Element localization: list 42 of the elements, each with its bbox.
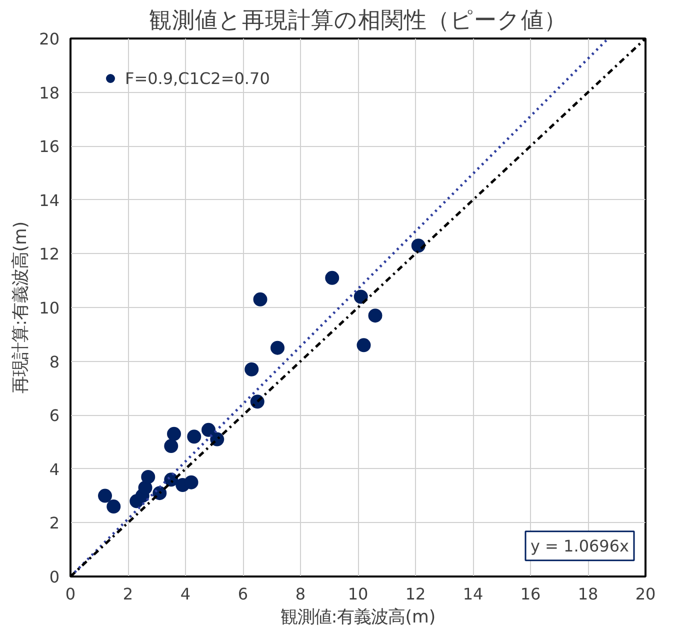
y-tick-label: 14 — [39, 190, 60, 210]
point — [106, 500, 121, 514]
point — [202, 422, 216, 437]
legend-label: F=0.9,C1C2=0.70 — [125, 68, 270, 88]
point — [98, 488, 112, 503]
point — [187, 430, 202, 444]
y-tick-label: 18 — [39, 83, 60, 102]
x-tick-label: 12 — [405, 584, 426, 604]
point — [354, 290, 368, 304]
y-tick-label: 12 — [39, 244, 60, 264]
y-tick-label: 20 — [39, 30, 60, 48]
y-tick-label: 2 — [49, 514, 60, 533]
y-tick-label: 8 — [49, 352, 60, 372]
point — [167, 426, 181, 441]
point — [368, 308, 382, 323]
x-tick-label: 16 — [520, 584, 541, 604]
point — [270, 340, 284, 355]
y-axis-title: 再現計算:有義波高(m) — [11, 221, 32, 394]
y-tick-label: 10 — [39, 298, 60, 318]
point — [356, 338, 371, 352]
point — [184, 475, 198, 490]
x-tick-label: 4 — [180, 584, 191, 604]
y-tick-label: 0 — [49, 568, 60, 586]
x-tick-label: 6 — [238, 584, 248, 604]
annotation: y = 1.0696x — [530, 536, 629, 556]
x-tick-label: 20 — [635, 584, 656, 604]
point — [141, 470, 156, 484]
x-tick-label: 2 — [122, 584, 134, 604]
y-tick-label: 16 — [39, 137, 60, 156]
point — [325, 270, 340, 285]
chart-title: 観測値と再現計算の相関性（ピーク値） — [149, 8, 567, 34]
x-tick-label: 14 — [462, 584, 484, 604]
y-tick-label: 4 — [49, 460, 60, 479]
x-tick-label: 0 — [65, 584, 76, 604]
x-tick-label: 18 — [578, 584, 598, 604]
x-tick-label: 10 — [348, 584, 368, 604]
x-tick-label: 8 — [295, 584, 306, 604]
point — [244, 362, 259, 376]
y-tick-label: 6 — [49, 406, 60, 426]
point — [164, 439, 178, 454]
point — [253, 292, 268, 306]
x-axis-title: 観測値:有義波高(m) — [280, 608, 436, 628]
